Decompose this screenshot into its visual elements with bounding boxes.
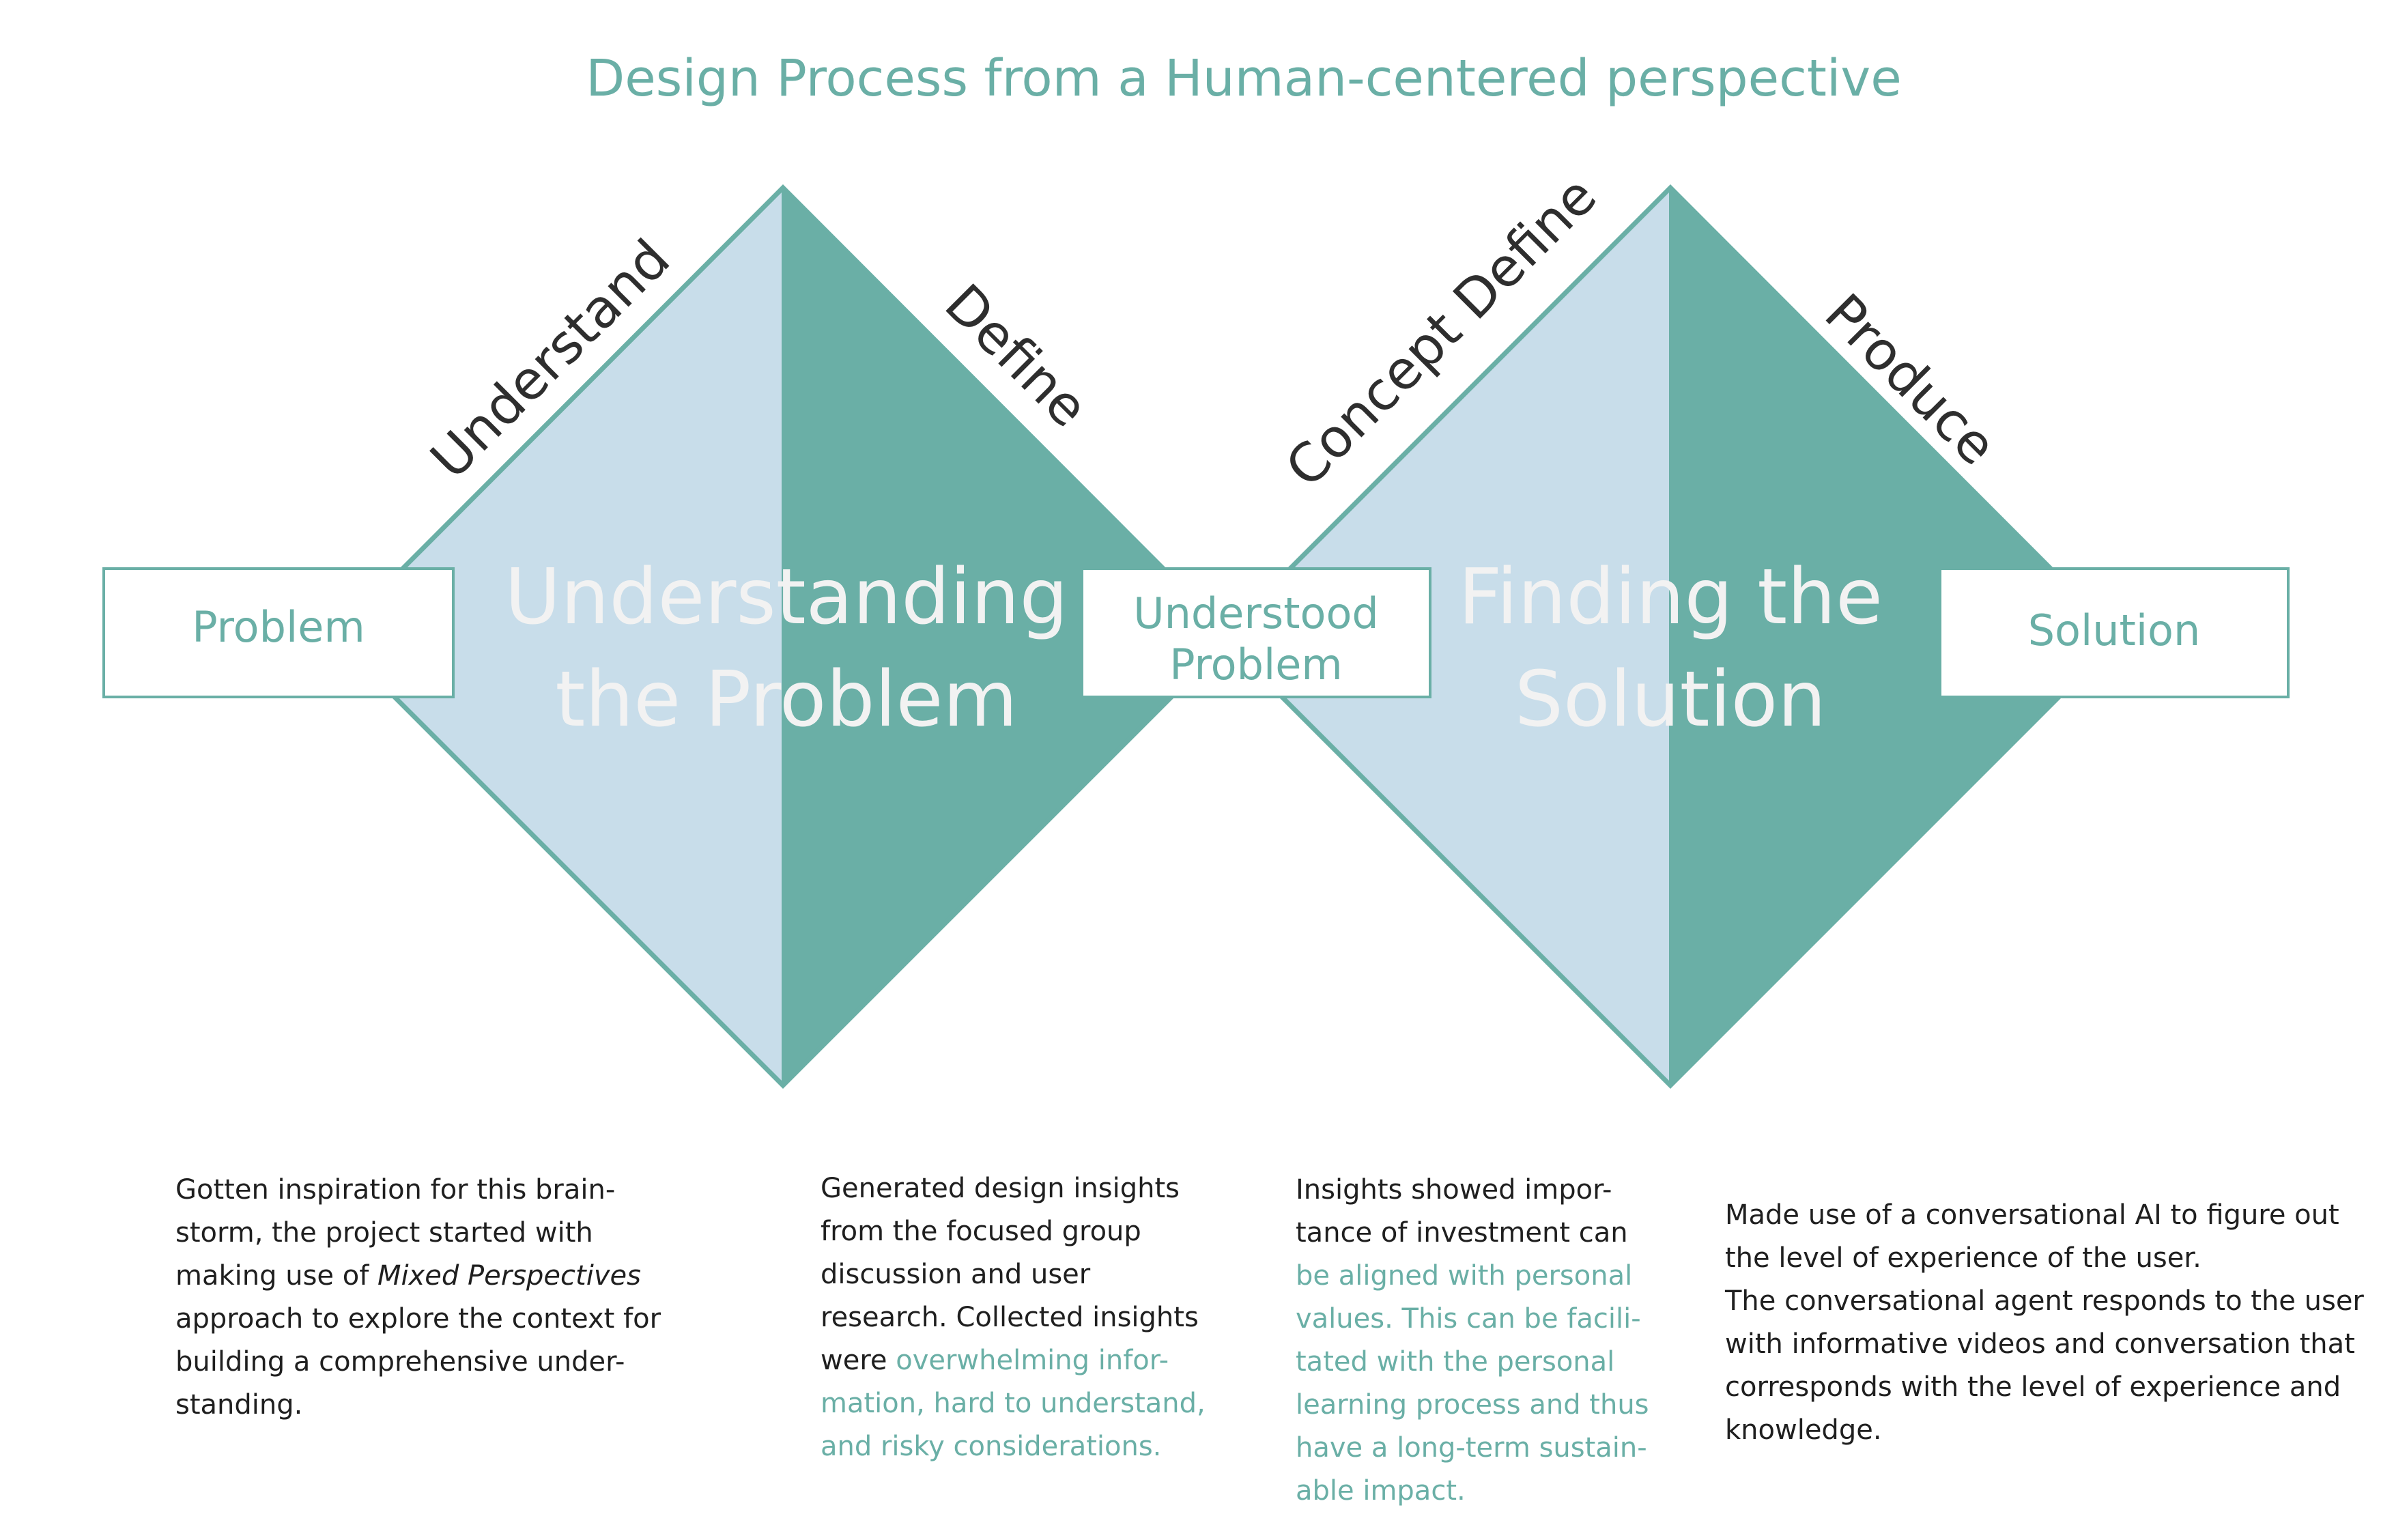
- diamond-text-finding-line2: Solution: [1515, 655, 1826, 744]
- understood-problem-box: Understood Problem: [1081, 567, 1431, 698]
- description-highlight: overwhelming infor-: [896, 1345, 1169, 1376]
- diagram-title: Design Process from a Human-centered per…: [586, 49, 1901, 108]
- description-line-highlight: and risky considerations.: [821, 1431, 1162, 1462]
- diamond-text-understanding-line1: Understanding: [504, 553, 1068, 642]
- description-line-highlight: have a long-term sustain-: [1296, 1432, 1647, 1464]
- description-line-highlight: tated with the personal: [1296, 1346, 1615, 1378]
- solution-box: Solution: [1939, 567, 2290, 698]
- right-diamond-dark-half: [1670, 188, 2119, 1085]
- right-diamond-light-half: [1222, 188, 1670, 1085]
- description-line: Gotten inspiration for this brain-: [175, 1174, 616, 1206]
- description-line: storm, the project started with: [175, 1217, 593, 1249]
- problem-box-label: Problem: [192, 602, 365, 652]
- diamond-text-understanding-line2: the Problem: [555, 655, 1017, 744]
- description-line: making use of Mixed Perspectives: [175, 1255, 735, 1298]
- description-concept-define: Insights showed impor- tance of investme…: [1296, 1169, 1678, 1513]
- understood-problem-box-line1: Understood: [1133, 588, 1379, 638]
- description-line: from the focused group: [821, 1216, 1141, 1247]
- description-line: Generated design insights: [821, 1173, 1180, 1204]
- description-line: approach to explore the context for: [175, 1303, 661, 1335]
- left-diamond-dark-half: [783, 188, 1231, 1085]
- description-line: with informative videos and conversation…: [1725, 1328, 2355, 1360]
- left-diamond: [331, 184, 1235, 1089]
- description-line: knowledge.: [1725, 1414, 1882, 1446]
- right-diamond: [1219, 184, 2122, 1089]
- description-line-highlight: mation, hard to understand,: [821, 1388, 1206, 1419]
- understood-problem-box-line2: Problem: [1169, 640, 1342, 689]
- description-line: corresponds with the level of experience…: [1725, 1371, 2341, 1403]
- description-line-highlight: able impact.: [1296, 1475, 1466, 1507]
- description-line: research. Collected insights: [821, 1302, 1199, 1333]
- description-line: discussion and user: [821, 1259, 1091, 1290]
- description-produce: Made use of a conversational AI to figur…: [1725, 1194, 2380, 1452]
- description-line-highlight: values. This can be facili-: [1296, 1303, 1641, 1335]
- description-line: Insights showed impor-: [1296, 1174, 1612, 1206]
- description-line: standing.: [175, 1389, 303, 1421]
- solution-box-label: Solution: [2028, 605, 2201, 655]
- description-define: Generated design insights from the focus…: [821, 1167, 1257, 1468]
- description-text: making use of: [175, 1260, 377, 1292]
- description-line: The conversational agent responds to the…: [1725, 1285, 2364, 1317]
- description-line-highlight: be aligned with personal: [1296, 1260, 1633, 1292]
- description-understand: Gotten inspiration for this brain- storm…: [175, 1169, 735, 1427]
- description-line: tance of investment can: [1296, 1217, 1628, 1249]
- mixed-perspectives-emphasis: Mixed Perspectives: [377, 1260, 641, 1292]
- description-line: Made use of a conversational AI to figur…: [1725, 1199, 2339, 1231]
- description-line-highlight: learning process and thus: [1296, 1389, 1649, 1421]
- description-line: building a comprehensive under-: [175, 1346, 625, 1378]
- description-line: the level of experience of the user.: [1725, 1242, 2201, 1274]
- problem-box: Problem: [102, 567, 455, 698]
- description-line: were overwhelming infor-: [821, 1339, 1257, 1382]
- left-diamond-light-half: [334, 188, 783, 1085]
- diamond-text-finding-line1: Finding the: [1458, 553, 1883, 642]
- description-text: were: [821, 1345, 896, 1376]
